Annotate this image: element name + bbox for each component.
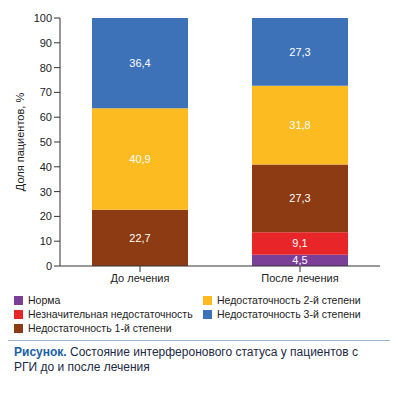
svg-text:50: 50	[40, 136, 52, 148]
svg-text:60: 60	[40, 111, 52, 123]
html-text:Недостаточность 3-й степени: Недостаточность 3-й степени	[217, 308, 361, 320]
svg-text:27,3: 27,3	[289, 46, 310, 58]
svg-text:90: 90	[40, 37, 52, 49]
svg-text:100: 100	[34, 12, 52, 24]
html-text:Рисунок. Состояние интерфероно: Рисунок. Состояние интерферонового стату…	[14, 345, 358, 374]
svg-text:70: 70	[40, 86, 52, 98]
svg-text:20: 20	[40, 210, 52, 222]
svg-text:4,5: 4,5	[292, 254, 307, 266]
svg-text:10: 10	[40, 235, 52, 247]
svg-text:27,3: 27,3	[289, 192, 310, 204]
svg-text:80: 80	[40, 62, 52, 74]
html-text:Норма: Норма	[28, 294, 61, 306]
svg-text:До лечения: До лечения	[111, 272, 170, 284]
svg-text:36,4: 36,4	[129, 57, 150, 69]
svg-text:30: 30	[40, 186, 52, 198]
html-text:Недостаточность 2-й степени: Недостаточность 2-й степени	[217, 294, 361, 306]
svg-text:9,1: 9,1	[292, 237, 307, 249]
svg-text:0: 0	[46, 260, 52, 272]
html-text:Незначительная недостаточность: Незначительная недостаточность	[28, 308, 193, 320]
svg-text:Доля пациентов, %: Доля пациентов, %	[14, 93, 26, 192]
svg-text:40,9: 40,9	[129, 153, 150, 165]
svg-text:После лечения: После лечения	[261, 272, 338, 284]
svg-text:40: 40	[40, 161, 52, 173]
html-text:Недостаточность 1-й степени: Недостаточность 1-й степени	[28, 322, 172, 334]
svg-text:22,7: 22,7	[129, 232, 150, 244]
svg-text:31,8: 31,8	[289, 119, 310, 131]
